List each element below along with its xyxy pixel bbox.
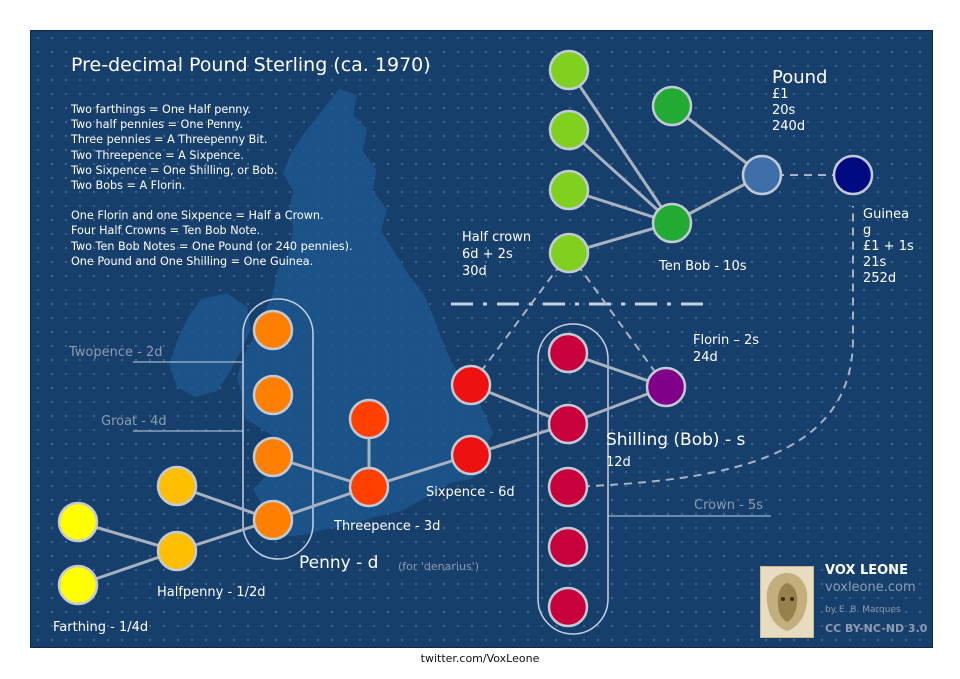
brand-license: CC BY-NC-ND 3.0: [825, 622, 928, 635]
half-crown-line: 30d: [462, 264, 487, 279]
conversion-notes: Two farthings = One Half penny. Two half…: [71, 102, 353, 269]
coin-diagram: [57, 49, 874, 635]
shilling-coin-3: [547, 466, 589, 508]
pound-value: £1: [772, 87, 789, 102]
crown-label: Crown - 5s: [694, 498, 763, 513]
farthing-coin-1: [57, 501, 99, 543]
florin-line: 24d: [693, 350, 718, 365]
ten-bob-label: Ten Bob - 10s: [659, 259, 747, 274]
florin-coin: [645, 366, 687, 408]
note-line: Two farthings = One Half penny.: [71, 103, 251, 116]
note-line: Two Threepence = A Sixpence.: [71, 148, 244, 162]
half-crown-coin-2: [548, 109, 590, 151]
penny-group-capsule: [242, 298, 314, 560]
note-gap: [71, 193, 353, 208]
note-line: Two half pennies = One Penny.: [71, 118, 243, 132]
groat-label: Groat - 4d: [101, 414, 167, 429]
diagram-title: Pre-decimal Pound Sterling (ca. 1970): [71, 54, 431, 76]
britain-map-shape: [237, 89, 493, 537]
guinea-value: g: [863, 223, 872, 238]
note-line: Two Ten Bob Notes = One Pound (or 240 pe…: [71, 239, 353, 253]
brand-name: VOX LEONE: [825, 563, 908, 578]
shilling-group-capsule: [537, 323, 609, 635]
penny-coin-1: [252, 309, 294, 351]
florin-line: Florin – 2s: [693, 333, 760, 348]
note-line: One Pound and One Shilling = One Guinea.: [71, 254, 314, 268]
ireland-map-shape: [169, 293, 251, 397]
florin-label: Florin – 2s 24d: [693, 332, 759, 366]
penny-coin-2: [252, 374, 294, 416]
pound-values: £1 20s 240d: [772, 87, 805, 135]
note-line: Two Bobs = A Florin.: [71, 179, 186, 193]
brand-author: by E. B. Marques: [825, 605, 901, 615]
half-crown-coin-4: [548, 232, 590, 274]
halfpenny-coin-2: [156, 530, 198, 572]
guinea-value: 252d: [863, 271, 897, 286]
diagram-panel: Pre-decimal Pound Sterling (ca. 1970) Tw…: [30, 30, 933, 648]
pound-title: Pound: [772, 67, 828, 88]
shilling-coin-1: [547, 332, 589, 374]
guinea-value: 21s: [863, 255, 887, 270]
threepence-label: Threepence - 3d: [334, 519, 441, 534]
sixpence-coin-1: [450, 364, 492, 406]
pound-value: 20s: [772, 103, 796, 118]
lion-logo: [760, 566, 814, 638]
penny-title: Penny - d: [299, 553, 379, 573]
ten-bob-coin-1: [651, 85, 693, 127]
farthing-label: Farthing - 1/4d: [53, 620, 149, 635]
note-line: Three pennies = A Threepenny Bit.: [71, 133, 268, 147]
note-line: Four Half Crowns = Ten Bob Note.: [71, 224, 261, 238]
halfpenny-label: Halfpenny - 1/2d: [157, 585, 266, 600]
farthing-coin-2: [57, 564, 99, 606]
penny-coin-3: [252, 436, 294, 478]
threepence-coin-2: [348, 466, 390, 508]
half-crown-label: Half crown 6d + 2s 30d: [462, 229, 531, 280]
note-line: One Florin and one Sixpence = Half a Cro…: [71, 209, 324, 223]
guinea-values: Guinea g £1 + 1s 21s 252d: [863, 207, 914, 287]
guinea-value: Guinea: [863, 207, 910, 222]
shilling-coin-2: [547, 403, 589, 445]
penny-note: (for 'denarius'): [398, 560, 479, 573]
pound-value: 240d: [772, 119, 806, 134]
halfpenny-coin-1: [156, 465, 198, 507]
note-line: Two Sixpence = One Shilling, or Bob.: [71, 163, 278, 177]
lion-head-icon: [766, 573, 808, 631]
pound-coin: [741, 154, 783, 196]
ten-bob-coin-2: [651, 202, 693, 244]
half-crown-coin-1: [548, 49, 590, 91]
guinea-coin: [832, 154, 874, 196]
shilling-title: Shilling (Bob) - s: [606, 430, 746, 450]
threepence-coin-1: [348, 398, 390, 440]
sixpence-coin-2: [450, 434, 492, 476]
footer-credit: twitter.com/VoxLeone: [420, 652, 540, 665]
shilling-coin-4: [547, 526, 589, 568]
twopence-label: Twopence - 2d: [69, 345, 163, 360]
sixpence-label: Sixpence - 6d: [426, 485, 515, 500]
brand-site: voxleone.com: [825, 580, 916, 595]
shilling-value: 12d: [606, 455, 631, 470]
shilling-coin-5: [547, 586, 589, 628]
half-crown-coin-3: [548, 169, 590, 211]
half-crown-line: 6d + 2s: [462, 247, 513, 262]
penny-coin-4: [252, 499, 294, 541]
half-crown-line: Half crown: [462, 230, 532, 245]
guinea-value: £1 + 1s: [863, 239, 914, 254]
